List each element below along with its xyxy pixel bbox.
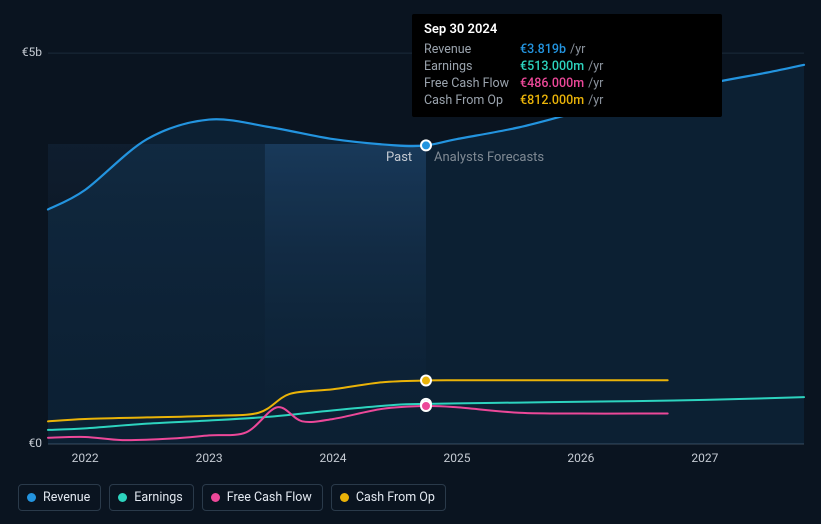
tooltip-row-value: €513.000m (520, 59, 584, 74)
tooltip-row-unit: /yr (588, 59, 603, 74)
legend-swatch (340, 493, 349, 502)
legend-item-earnings[interactable]: Earnings (109, 484, 193, 511)
tooltip-row-unit: /yr (588, 93, 603, 108)
forecast-section-label: Analysts Forecasts (434, 150, 544, 165)
legend-swatch (27, 493, 36, 502)
legend-swatch (118, 493, 127, 502)
tooltip-row: Free Cash Flow€486.000m/yr (424, 75, 710, 92)
legend-label: Free Cash Flow (227, 490, 312, 505)
x-tick-label: 2023 (196, 451, 223, 465)
legend-item-free-cash-flow[interactable]: Free Cash Flow (202, 484, 323, 511)
tooltip-row: Cash From Op€812.000m/yr (424, 92, 710, 109)
tooltip-row-value: €486.000m (520, 76, 584, 91)
tooltip-row-unit: /yr (588, 76, 603, 91)
tooltip-row: Earnings€513.000m/yr (424, 58, 710, 75)
legend-item-cash-from-op[interactable]: Cash From Op (331, 484, 446, 511)
financials-chart: €5b €0 2022 2023 2024 2025 2026 2027 Past Anal… (0, 0, 821, 524)
cash_from_op-hover-marker (421, 376, 431, 386)
legend: Revenue Earnings Free Cash Flow Cash From O… (18, 484, 446, 511)
x-tick-label: 2027 (691, 451, 718, 465)
tooltip-date: Sep 30 2024 (424, 22, 710, 37)
legend-label: Cash From Op (356, 490, 435, 505)
tooltip-row-label: Free Cash Flow (424, 76, 520, 91)
tooltip-row-value: €812.000m (520, 93, 584, 108)
tooltip-row-value: €3.819b (520, 42, 566, 57)
tooltip-row-label: Earnings (424, 59, 520, 74)
x-tick-label: 2025 (443, 451, 470, 465)
x-tick-label: 2024 (320, 451, 347, 465)
past-section-label: Past (386, 150, 412, 165)
tooltip-row-label: Revenue (424, 42, 520, 57)
tooltip-row: Revenue€3.819b/yr (424, 41, 710, 58)
revenue-hover-marker (421, 140, 431, 150)
legend-swatch (211, 493, 220, 502)
tooltip-row-unit: /yr (570, 42, 585, 57)
tooltip-row-label: Cash From Op (424, 93, 520, 108)
hover-tooltip: Sep 30 2024 Revenue€3.819b/yrEarnings€51… (412, 14, 722, 117)
x-tick-label: 2026 (567, 451, 594, 465)
legend-label: Revenue (43, 490, 90, 505)
y-tick-label: €5b (0, 45, 42, 59)
revenue-area (48, 65, 804, 444)
legend-label: Earnings (134, 490, 182, 505)
y-tick-label: €0 (0, 436, 42, 450)
free_cash_flow-hover-marker (421, 401, 431, 411)
legend-item-revenue[interactable]: Revenue (18, 484, 101, 511)
x-tick-label: 2022 (72, 451, 99, 465)
